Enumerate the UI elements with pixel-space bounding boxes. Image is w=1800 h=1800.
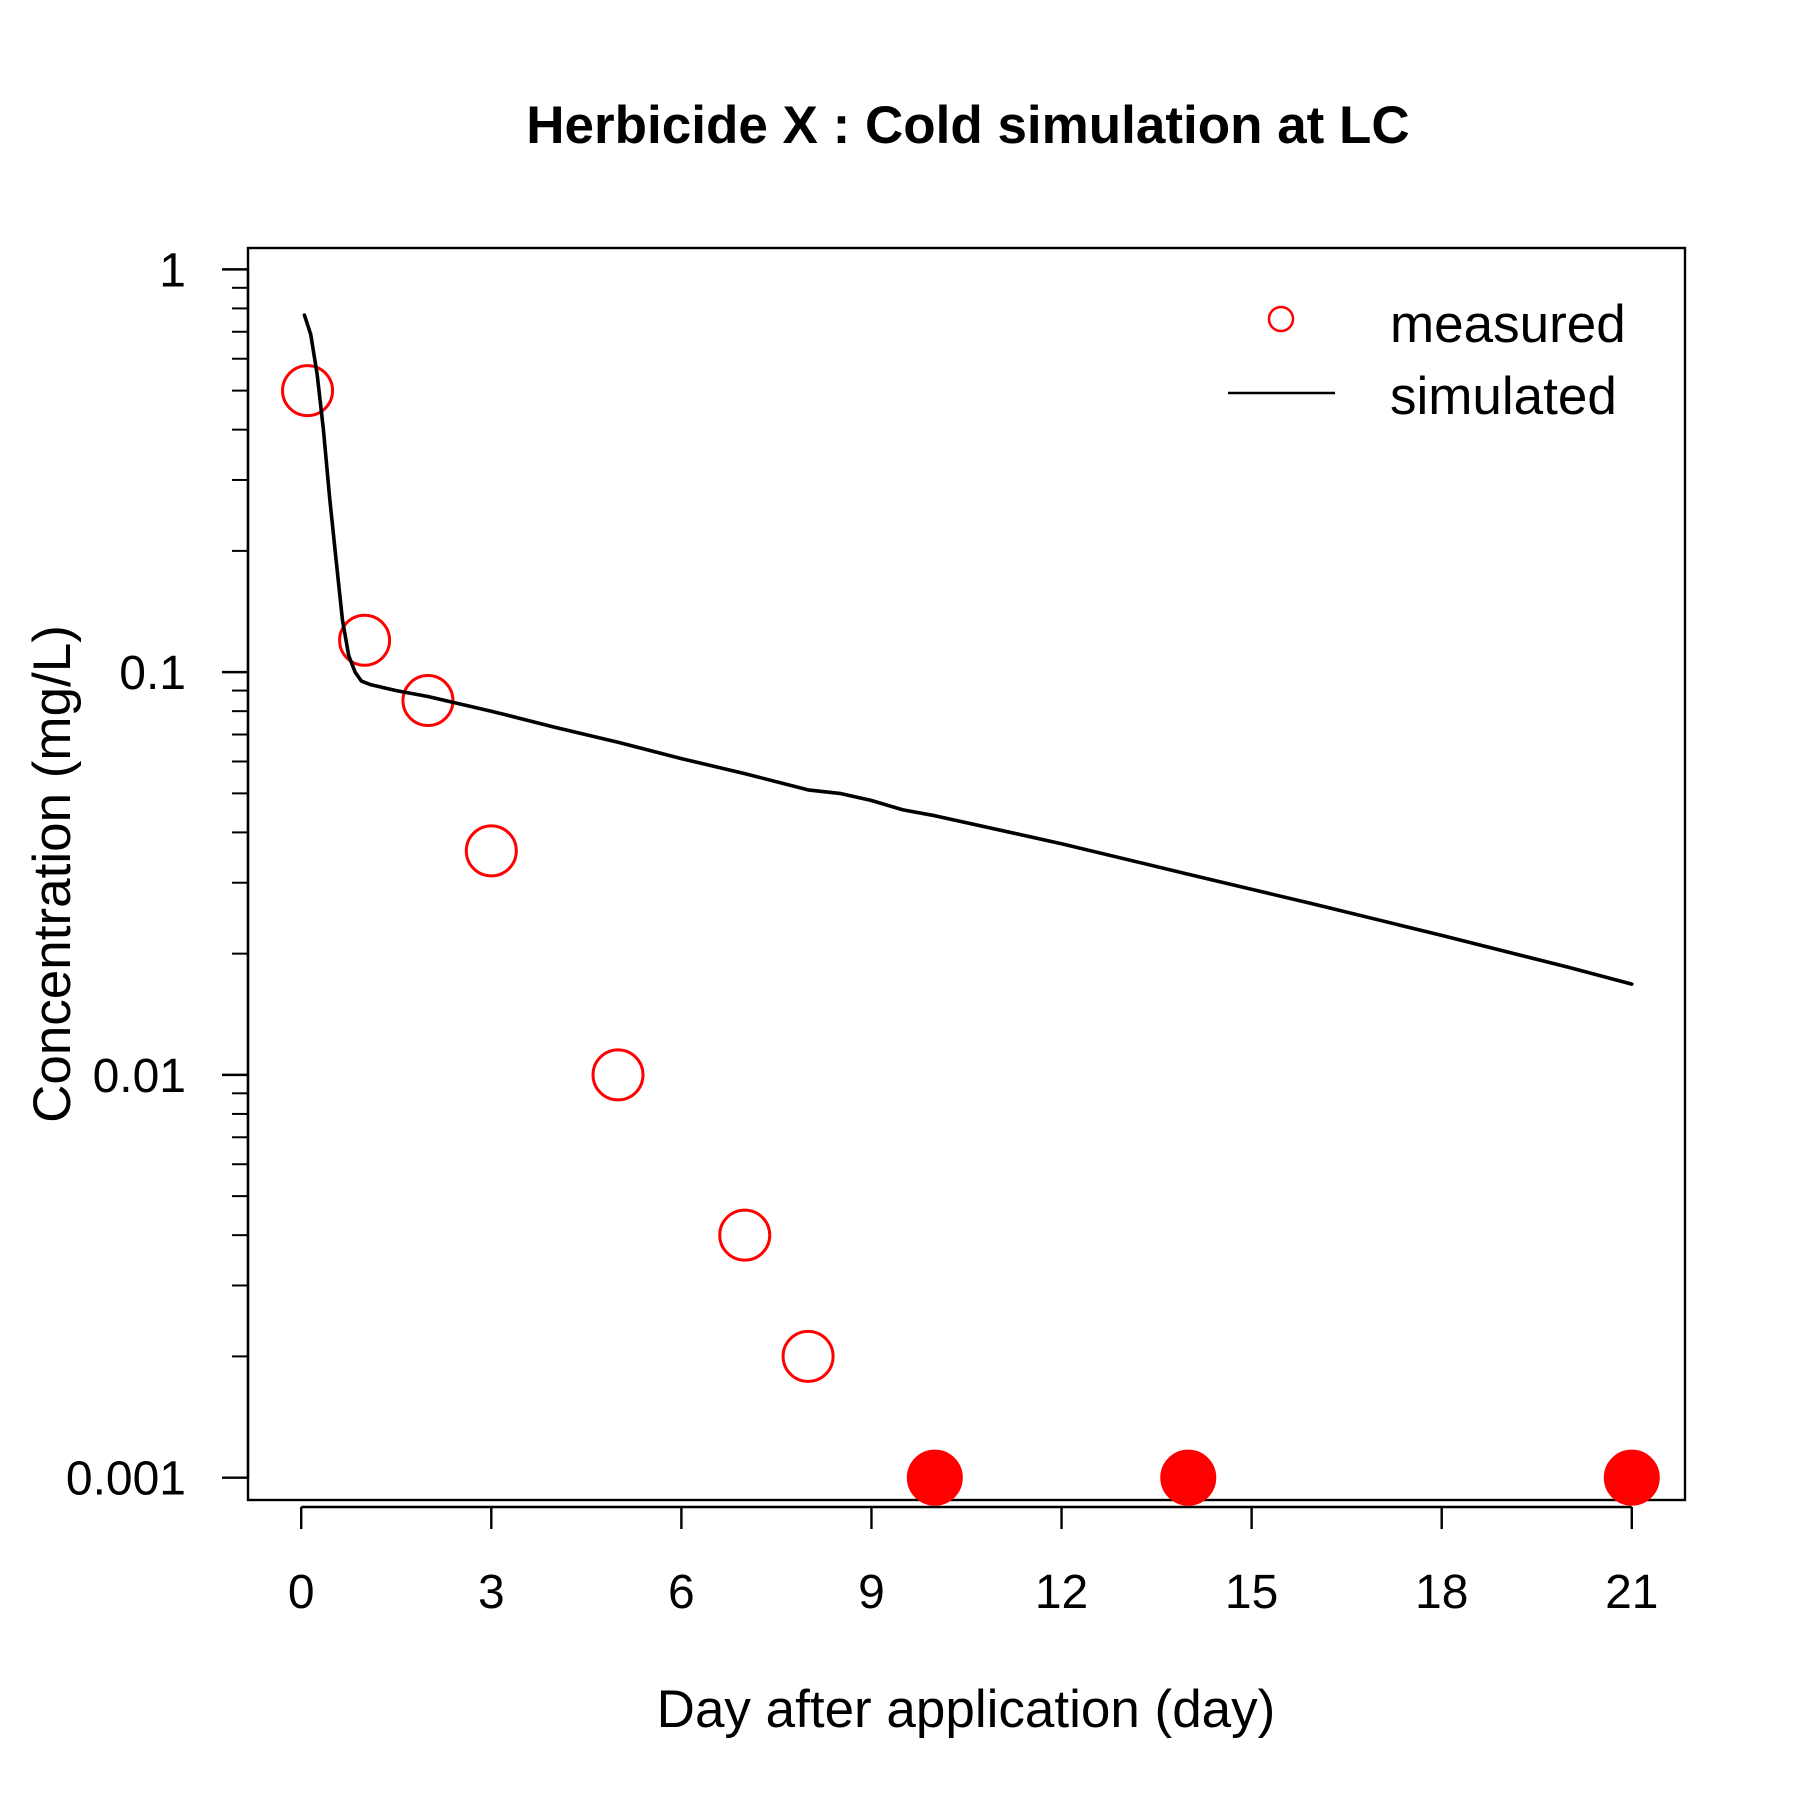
y-axis: 0.001 0.01 0.1 1: [66, 244, 250, 1506]
y-tick-label: 0.001: [66, 1453, 186, 1506]
simulated-line: [302, 313, 1634, 986]
legend-measured-label: measured: [1390, 295, 1626, 354]
measured-point-filled: [1603, 1449, 1660, 1506]
x-tick-label: 18: [1415, 1566, 1468, 1619]
measured-point: [281, 364, 335, 418]
x-tick-label: 3: [478, 1566, 505, 1619]
x-tick-label: 0: [288, 1566, 315, 1619]
y-tick-label: 1: [159, 244, 186, 297]
plot-frame: [246, 246, 1687, 1502]
legend-measured-marker: [1267, 305, 1295, 333]
x-tick-label: 9: [858, 1566, 885, 1619]
measured-point: [591, 1048, 645, 1102]
measured-point: [464, 824, 518, 878]
x-tick-label: 12: [1035, 1566, 1088, 1619]
measured-point: [718, 1208, 772, 1262]
measured-point: [781, 1329, 835, 1383]
legend: measured simulated: [1228, 295, 1626, 426]
x-tick-label: 6: [668, 1566, 695, 1619]
series-layer: [281, 313, 1660, 1506]
measured-point: [338, 613, 392, 667]
y-axis-label: Concentration (mg/L): [23, 625, 82, 1123]
x-axis-label: Day after application (day): [657, 1680, 1276, 1739]
x-axis: 0 3 6 9 12 15 18 21: [288, 1505, 1658, 1619]
legend-simulated-label: simulated: [1390, 367, 1617, 426]
measured-point-filled: [1160, 1449, 1217, 1506]
measured-point-filled: [906, 1449, 963, 1506]
x-tick-label: 21: [1605, 1566, 1658, 1619]
y-tick-label: 0.1: [119, 647, 186, 700]
chart-title: Herbicide X : Cold simulation at LC: [526, 96, 1409, 155]
x-tick-label: 15: [1225, 1566, 1278, 1619]
y-tick-label: 0.01: [93, 1050, 186, 1103]
